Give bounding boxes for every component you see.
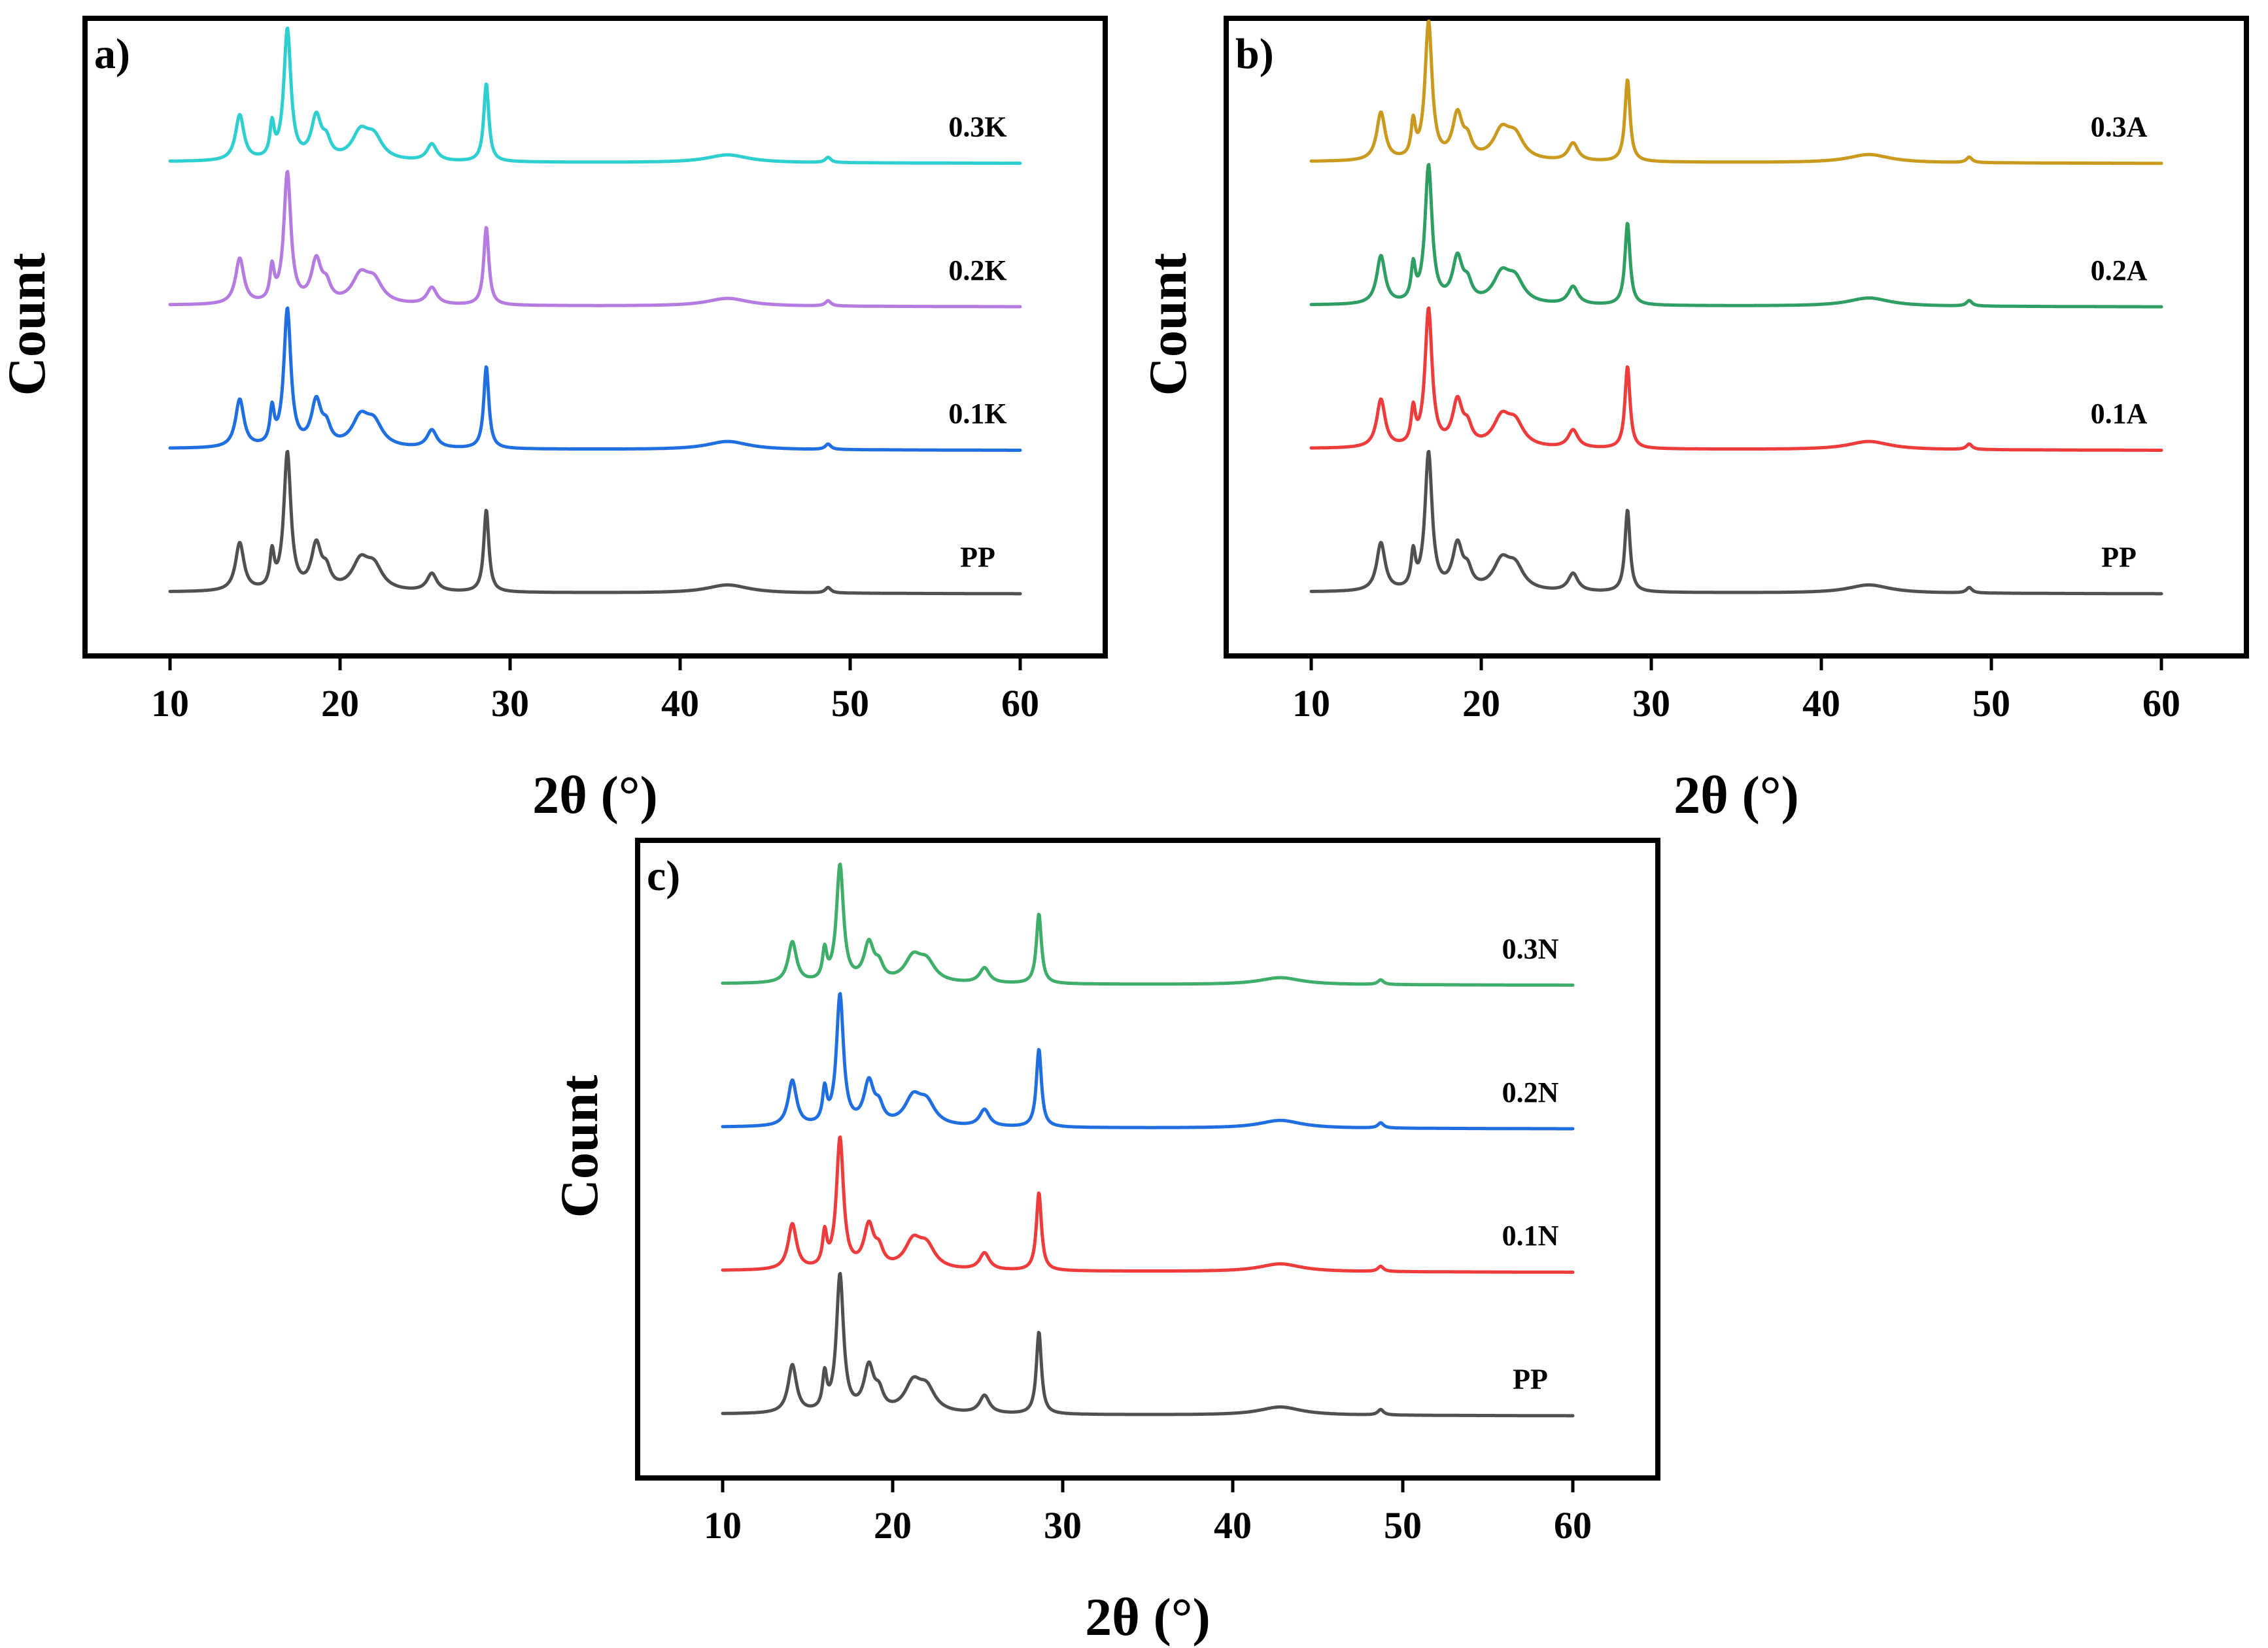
x-tick-label: 10: [704, 1504, 742, 1547]
series-label: 0.2A: [2091, 254, 2148, 286]
panel-label: c): [647, 852, 680, 900]
x-axis-title: 2θ (°): [1085, 1587, 1211, 1647]
trace-line: [1309, 163, 2163, 309]
series-label: 0.1N: [1502, 1220, 1559, 1252]
trace-line: [721, 863, 1575, 987]
series-label: 0.1A: [2091, 398, 2148, 430]
trace-line: [1309, 19, 2163, 165]
x-tick-label: 60: [1001, 682, 1039, 725]
series-label: 0.1K: [948, 398, 1006, 430]
x-tick-label: 40: [1802, 682, 1840, 725]
y-axis-title: Count: [1138, 253, 1197, 396]
x-tick-label: 50: [1972, 682, 2010, 725]
trace-line: [168, 449, 1022, 596]
plot-frame: [635, 838, 1660, 1481]
series-03k: 0.3K: [168, 26, 1022, 165]
series-02k: 0.2K: [168, 169, 1022, 309]
series-pp: PP: [1309, 449, 2163, 596]
y-axis-title: Count: [549, 1075, 609, 1218]
series-01a: 0.1A: [1309, 306, 2163, 452]
series-pp: PP: [721, 1271, 1575, 1418]
trace-line: [168, 306, 1022, 452]
x-tick-label: 30: [1632, 682, 1670, 725]
panel-b: b) 10 20 30 40 50 60 2θ (°) Count PP 0.1A 0.2A 0.3A: [1138, 16, 2249, 825]
panel-c: c) 10 20 30 40 50 60 2θ (°) Count PP 0.1N 0.2N 0.3N: [549, 838, 1660, 1647]
series-pp: PP: [168, 449, 1022, 596]
series-label: PP: [960, 541, 995, 574]
plot-frame: [1224, 16, 2249, 659]
series-label: 0.3N: [1502, 933, 1559, 965]
x-axis-title: 2θ (°): [1674, 765, 1799, 825]
x-tick-label: 30: [1044, 1504, 1082, 1547]
series-label: PP: [1513, 1364, 1548, 1396]
trace-line: [168, 169, 1022, 309]
series-03n: 0.3N: [721, 863, 1575, 987]
x-tick-label: 20: [874, 1504, 912, 1547]
x-tick-label: 40: [661, 682, 699, 725]
panel-label: b): [1235, 30, 1274, 78]
panel-label: a): [94, 30, 130, 78]
panel-a: a) 10 20 30 40 50 60 2θ (°) Count PP 0.1K 0.2K 0.3K: [0, 16, 1108, 825]
x-tick-label: 20: [1462, 682, 1500, 725]
x-tick-label: 10: [1292, 682, 1330, 725]
x-tick-label: 60: [2142, 682, 2180, 725]
x-tick-label: 50: [1384, 1504, 1422, 1547]
trace-line: [1309, 306, 2163, 452]
x-tick-label: 40: [1214, 1504, 1252, 1547]
series-label: 0.2N: [1502, 1076, 1559, 1108]
plot-frame: [82, 16, 1108, 659]
series-01n: 0.1N: [721, 1135, 1575, 1274]
series-label: PP: [2101, 541, 2137, 574]
x-tick-label: 30: [491, 682, 529, 725]
series-01k: 0.1K: [168, 306, 1022, 452]
x-tick-label: 50: [831, 682, 869, 725]
x-tick-label: 20: [321, 682, 359, 725]
x-tick-label: 60: [1554, 1504, 1592, 1547]
trace-line: [168, 26, 1022, 165]
series-02n: 0.2N: [721, 991, 1575, 1131]
trace-line: [1309, 449, 2163, 596]
series-03a: 0.3A: [1309, 19, 2163, 165]
trace-line: [721, 1271, 1575, 1418]
trace-line: [721, 1135, 1575, 1274]
series-label: 0.2K: [948, 254, 1006, 286]
y-axis-title: Count: [0, 253, 56, 396]
x-tick-label: 10: [151, 682, 189, 725]
series-label: 0.3A: [2091, 111, 2148, 143]
x-axis-title: 2θ (°): [532, 765, 658, 825]
trace-line: [721, 991, 1575, 1131]
series-02a: 0.2A: [1309, 163, 2163, 309]
series-label: 0.3K: [948, 111, 1006, 143]
